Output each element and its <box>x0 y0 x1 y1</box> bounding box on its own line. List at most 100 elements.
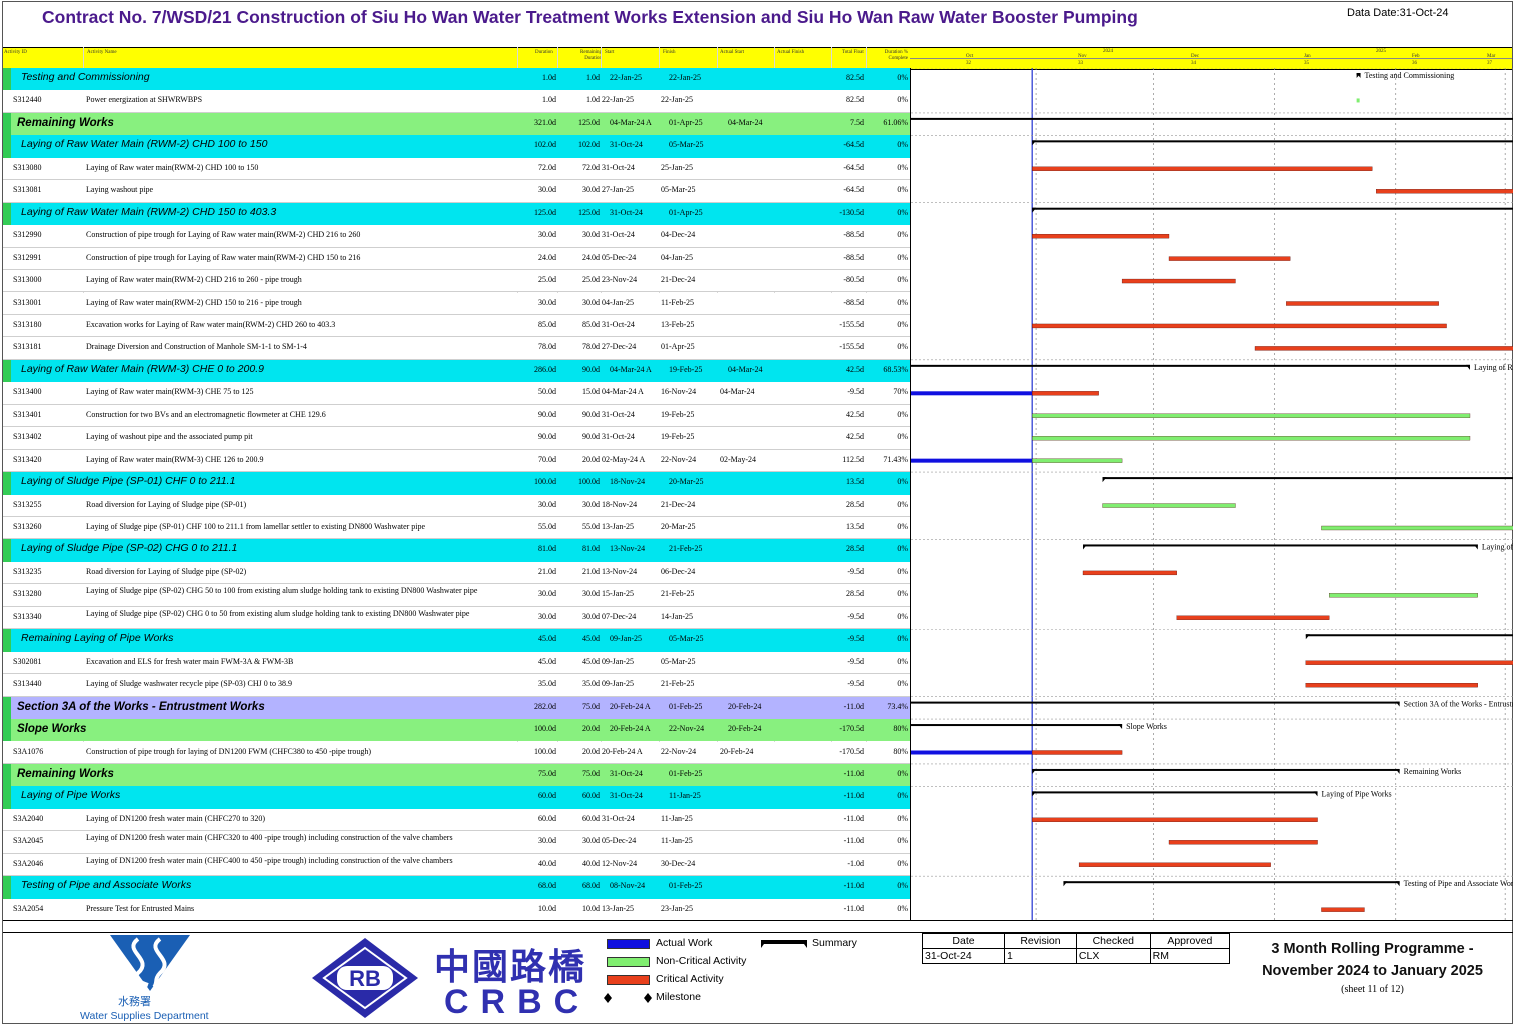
col-actual-finish: Actual Finish <box>777 50 805 55</box>
wbs-band-row: Slope Works 100.0d 20.0d 20-Feb-24 A 22-Nov-… <box>3 719 910 742</box>
month-dec: Dec <box>1191 54 1200 59</box>
cell-rem: 15.0d <box>582 387 600 397</box>
cell-start: 31-Oct-24 <box>602 319 635 329</box>
cell-start: 15-Jan-25 <box>602 589 634 599</box>
week-35: 35 <box>1304 61 1309 66</box>
cell-pct: 0% <box>897 768 908 778</box>
cell-name: Laying of Raw Water Main (RWM-2) CHD 100… <box>21 138 268 151</box>
cell-id: S312440 <box>13 95 42 105</box>
cell-rem: 1.0d <box>586 73 600 82</box>
cell-pct: 0% <box>897 162 908 172</box>
activity-bar <box>1082 570 1177 576</box>
cell-finish: 25-Jan-25 <box>661 162 693 172</box>
cell-start: 13-Jan-25 <box>602 522 634 531</box>
cell-start: 20-Feb-24 A <box>602 746 643 756</box>
cell-ast: 04-Mar-24 <box>720 387 755 397</box>
cell-rem: 30.0d <box>582 499 600 509</box>
col-total-float: Total Float <box>842 50 864 55</box>
cell-tf: -155.5d <box>839 342 864 352</box>
activity-bar <box>1176 615 1330 620</box>
cell-pct: 0% <box>897 409 908 419</box>
summary-start-cap <box>1356 73 1361 78</box>
activity-bar <box>1305 660 1513 665</box>
cell-rem: 78.0d <box>582 342 600 352</box>
cell-start: 05-Dec-24 <box>602 252 637 262</box>
cell-rem: 30.0d <box>582 230 600 240</box>
cell-finish: 01-Apr-25 <box>669 207 703 217</box>
cell-dur: 68.0d <box>538 881 556 891</box>
crbc-english-name: CRBC <box>444 983 591 1021</box>
cell-tf: -9.5d <box>847 387 864 397</box>
summary-end-cap <box>1466 364 1470 370</box>
week-32: 32 <box>966 61 971 66</box>
activity-bar <box>1032 323 1447 329</box>
cell-start: 09-Jan-25 <box>610 634 642 644</box>
cell-dur: 286.0d <box>534 364 556 374</box>
cell-rem: 21.0d <box>582 566 600 576</box>
cell-tf: -11.0d <box>843 701 864 711</box>
activity-bar <box>1305 683 1478 688</box>
revision-table: Date Revision Checked Approved 31-Oct-24… <box>921 933 1231 964</box>
cell-ast: 02-May-24 <box>720 454 756 464</box>
cell-dur: 25.0d <box>538 275 556 285</box>
cell-finish: 19-Feb-25 <box>661 409 695 419</box>
cell-rem: 1.0d <box>586 95 600 105</box>
cell-start: 02-May-24 A <box>602 454 646 464</box>
cell-start: 31-Oct-24 <box>602 813 635 823</box>
cell-name: Laying of DN1200 fresh water main (CHFC3… <box>86 833 453 843</box>
cell-name: Remaining Works <box>17 116 114 129</box>
summary-label: Section 3A of the Works - Entrustment <box>1404 700 1513 709</box>
cell-tf: -80.5d <box>843 275 864 285</box>
cell-tf: -9.5d <box>847 656 864 666</box>
cell-tf: 42.5d <box>846 409 864 419</box>
cell-rem: 68.0d <box>582 881 600 891</box>
cell-pct: 0% <box>897 252 908 262</box>
cell-finish: 01-Apr-25 <box>669 117 703 127</box>
cell-start: 04-Mar-24 A <box>602 387 644 397</box>
cell-dur: 100.0d <box>534 746 556 756</box>
cell-id: S302081 <box>13 656 42 666</box>
cell-dur: 45.0d <box>538 634 556 644</box>
cell-pct: 80% <box>893 746 908 756</box>
cell-id: S3A2045 <box>13 836 44 846</box>
cell-rem: 20.0d <box>582 454 600 464</box>
summary-start-cap <box>1102 477 1107 483</box>
cell-id: S313081 <box>13 185 42 195</box>
cell-dur: 70.0d <box>538 454 556 464</box>
cell-name: Laying of Raw water main(RWM-3) CHE 75 t… <box>86 387 254 397</box>
cell-rem: 20.0d <box>582 724 600 734</box>
cell-rem: 90.0d <box>582 364 600 374</box>
cell-rem: 30.0d <box>582 611 600 621</box>
cell-rem: 90.0d <box>582 432 600 442</box>
cell-dur: 30.0d <box>538 230 556 240</box>
cell-start: 31-Oct-24 <box>602 432 635 442</box>
cell-rem: 20.0d <box>582 746 600 756</box>
cell-name: Drainage Diversion and Construction of M… <box>86 342 307 352</box>
cell-rem: 45.0d <box>582 656 600 666</box>
activity-bar <box>1168 840 1318 845</box>
cell-id: S313260 <box>13 522 42 531</box>
cell-dur: 90.0d <box>538 409 556 419</box>
cell-dur: 30.0d <box>538 589 556 599</box>
legend-noncritical-label: Non-Critical Activity <box>656 955 747 967</box>
activity-bar <box>1356 98 1360 103</box>
cell-tf: 13.5d <box>846 477 864 487</box>
cell-rem: 45.0d <box>582 634 600 644</box>
year-2025: 2025 <box>1376 49 1386 54</box>
cell-name: Laying of DN1200 fresh water main (CHFC4… <box>86 855 453 865</box>
cell-pct: 0% <box>897 611 908 621</box>
cell-rem: 55.0d <box>582 522 600 531</box>
rev-header-revision: Revision <box>1004 933 1077 949</box>
cell-pct: 0% <box>897 813 908 823</box>
cell-finish: 30-Dec-24 <box>661 858 696 868</box>
cell-id: S312991 <box>13 252 42 262</box>
summary-start-cap <box>1063 881 1068 887</box>
month-jan: Jan <box>1304 54 1311 59</box>
cell-rem: 81.0d <box>582 544 600 554</box>
cell-pct: 61.06% <box>883 117 908 127</box>
cell-rem: 125.0d <box>578 117 600 127</box>
cell-rem: 60.0d <box>582 791 600 801</box>
cell-id: S3A2040 <box>13 813 44 823</box>
cell-dur: 100.0d <box>534 724 556 734</box>
cell-ast: 20-Feb-24 <box>728 724 762 734</box>
